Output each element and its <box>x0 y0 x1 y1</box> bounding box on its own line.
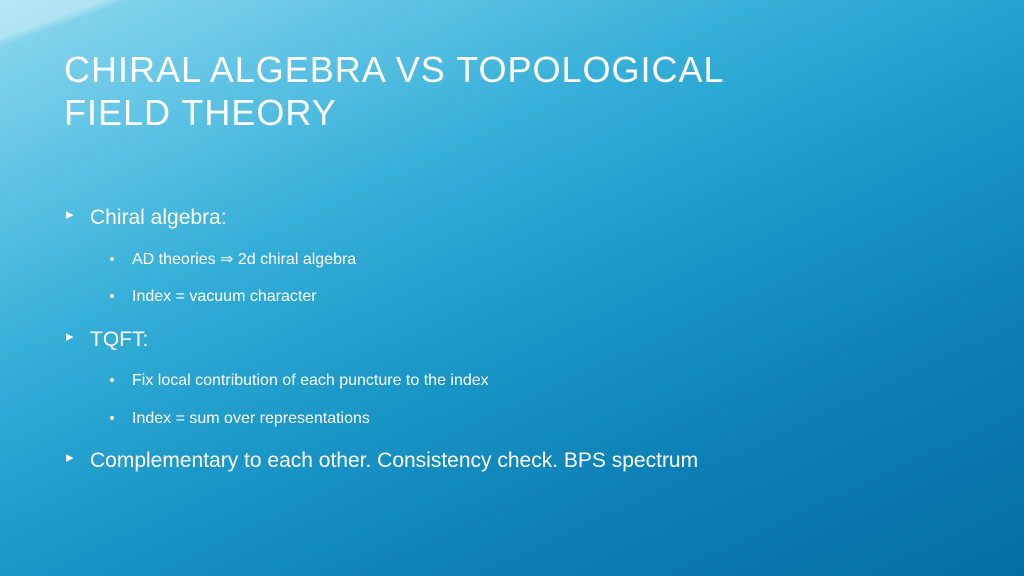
list-item-label: Fix local contribution of each puncture … <box>132 372 489 389</box>
list-item-label: Complementary to each other. Consistency… <box>90 449 698 472</box>
list-item-label: Index = vacuum character <box>132 288 317 305</box>
list-item: Chiral algebra: AD theories ⇒ 2d chiral … <box>64 204 960 308</box>
list-item: TQFT: Fix local contribution of each pun… <box>64 326 960 430</box>
slide-title: CHIRAL ALGEBRA VS TOPOLOGICAL FIELD THEO… <box>64 48 824 134</box>
list-item: Index = vacuum character <box>90 286 960 308</box>
list-item-label: Chiral algebra: <box>90 206 227 229</box>
bullet-list: Chiral algebra: AD theories ⇒ 2d chiral … <box>64 204 960 475</box>
list-item: AD theories ⇒ 2d chiral algebra <box>90 249 960 271</box>
list-item: Index = sum over representations <box>90 408 960 430</box>
list-item: Complementary to each other. Consistency… <box>64 447 960 475</box>
sub-list: Fix local contribution of each puncture … <box>90 370 960 429</box>
list-item-label: AD theories ⇒ 2d chiral algebra <box>132 251 356 268</box>
list-item-label: Index = sum over representations <box>132 410 370 427</box>
list-item: Fix local contribution of each puncture … <box>90 370 960 392</box>
list-item-label: TQFT: <box>90 328 148 351</box>
slide: CHIRAL ALGEBRA VS TOPOLOGICAL FIELD THEO… <box>0 0 1024 576</box>
sub-list: AD theories ⇒ 2d chiral algebra Index = … <box>90 249 960 308</box>
